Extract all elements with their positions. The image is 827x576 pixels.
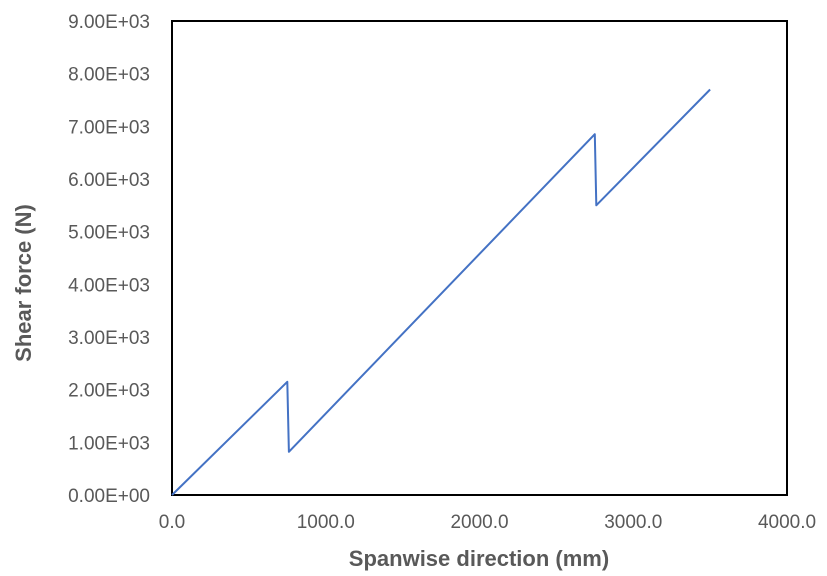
series-group (171, 88, 711, 496)
x-tick-label: 3000.0 (604, 512, 662, 533)
y-tick-label: 8.00E+03 (68, 65, 150, 86)
y-tick-label: 0.00E+00 (68, 486, 150, 507)
y-tick-label: 2.00E+03 (68, 381, 150, 402)
y-tick-labels: 0.00E+00 1.00E+03 2.00E+03 3.00E+03 4.00E+03… (68, 12, 150, 507)
y-axis-title: Shear force (N) (11, 204, 36, 362)
x-tick-label: 1000.0 (297, 512, 355, 533)
x-tick-label: 2000.0 (450, 512, 508, 533)
y-tick-label: 3.00E+03 (68, 328, 150, 349)
x-axis-title: Spanwise direction (mm) (349, 546, 609, 571)
x-tick-label: 0.0 (159, 512, 185, 533)
plot-frame (171, 20, 788, 496)
y-tick-label: 9.00E+03 (68, 12, 150, 33)
y-tick-label: 7.00E+03 (68, 117, 150, 138)
y-tick-label: 1.00E+03 (68, 433, 150, 454)
y-tick-label: 5.00E+03 (68, 223, 150, 244)
y-tick-label: 4.00E+03 (68, 275, 150, 296)
y-tick-label: 6.00E+03 (68, 170, 150, 191)
series-line (171, 88, 711, 496)
x-tick-label: 4000.0 (758, 512, 816, 533)
x-tick-labels: 0.0 1000.0 2000.0 3000.0 4000.0 (159, 512, 816, 533)
